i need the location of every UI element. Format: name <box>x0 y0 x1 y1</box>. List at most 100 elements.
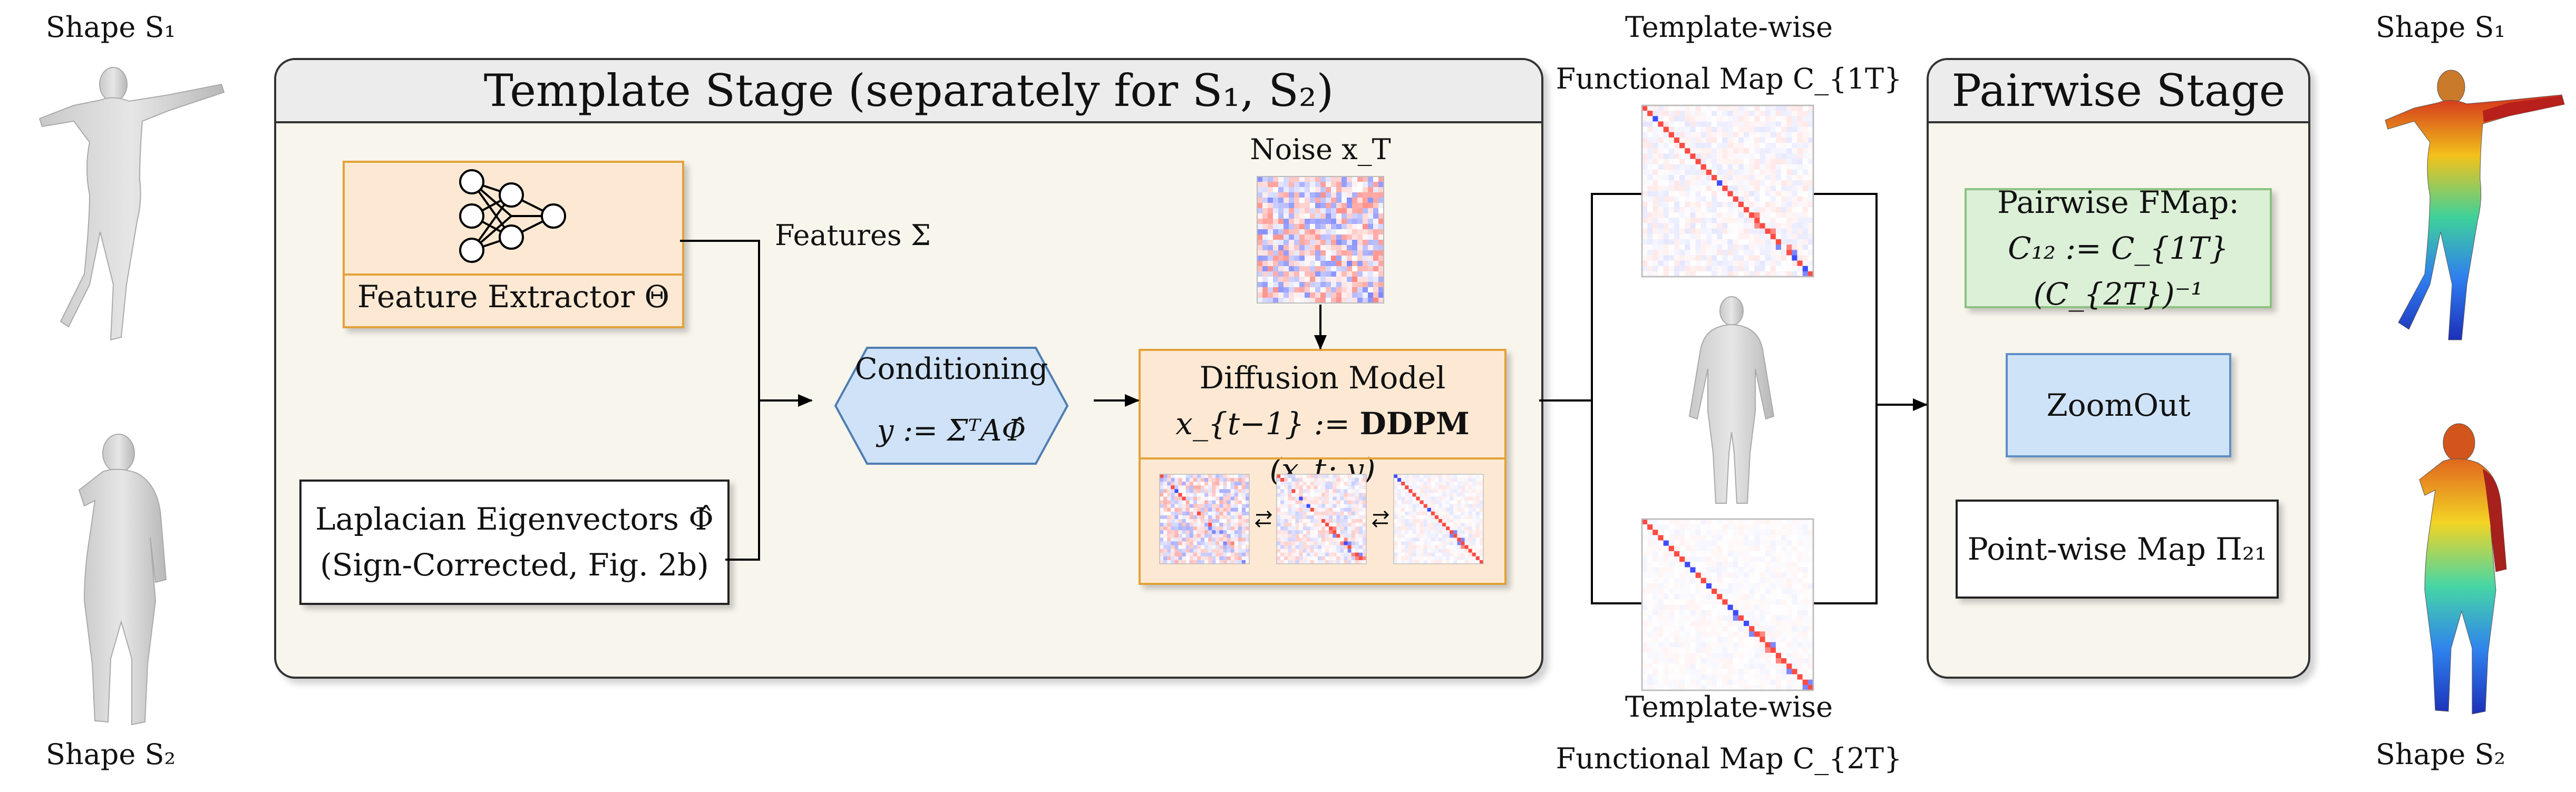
c2t-cell <box>1700 674 1707 680</box>
diffusion-step-2-cell <box>1321 556 1326 561</box>
diffusion-step-3-cell <box>1423 507 1427 512</box>
diffusion-step-1-cell <box>1208 507 1212 512</box>
c2t-cell <box>1738 674 1744 680</box>
c2t-cell <box>1685 551 1690 557</box>
c2t-cell <box>1663 545 1669 552</box>
diffusion-step-1-cell <box>1178 504 1182 508</box>
diffusion-step-3-cell <box>1442 511 1446 516</box>
c1t-cell <box>1647 233 1653 240</box>
noise-matrix-cell <box>1262 224 1268 230</box>
c2t-cell <box>1690 610 1696 616</box>
c2t-cell <box>1674 540 1680 546</box>
c1t-cell <box>1733 207 1739 213</box>
noise-matrix-cell <box>1352 219 1358 224</box>
noise-matrix-cell <box>1278 298 1284 304</box>
c2t-cell <box>1786 530 1792 535</box>
c2t-cell <box>1743 647 1749 653</box>
diffusion-step-3-cell <box>1408 515 1413 520</box>
c2t-cell <box>1722 551 1728 557</box>
c2t-cell <box>1674 642 1680 648</box>
c2t-cell <box>1786 572 1792 578</box>
c2t-cell <box>1749 631 1755 637</box>
diffusion-step-1-cell <box>1212 549 1216 553</box>
noise-matrix-cell <box>1310 177 1316 182</box>
noise-matrix-cell <box>1305 219 1310 224</box>
diffusion-step-2-cell <box>1299 560 1303 564</box>
c2t-cell <box>1695 679 1701 686</box>
c2t-cell <box>1765 578 1771 584</box>
diffusion-step-2-cell <box>1351 515 1355 520</box>
diffusion-step-1-cell <box>1223 485 1227 490</box>
noise-matrix-cell <box>1262 203 1268 209</box>
c2t-cell <box>1775 519 1782 525</box>
c1t-cell <box>1765 191 1771 197</box>
diffusion-step-2-cell <box>1306 515 1310 520</box>
c2t-cell <box>1712 530 1717 535</box>
c2t-cell <box>1770 685 1776 691</box>
c1t-cell <box>1781 266 1787 272</box>
c1t-cell <box>1674 218 1680 223</box>
c1t-cell <box>1792 191 1797 197</box>
c2t-cell <box>1765 562 1771 568</box>
diffusion-step-2-cell <box>1351 545 1355 549</box>
c2t-cell <box>1663 679 1669 686</box>
diffusion-step-3-cell <box>1434 515 1439 520</box>
diffusion-step-1-cell <box>1171 530 1175 534</box>
c2t-cell <box>1652 572 1658 578</box>
diffusion-step-3-cell <box>1416 489 1420 493</box>
c2t-cell <box>1717 524 1723 530</box>
c1t-cell <box>1658 228 1664 234</box>
c2t-cell <box>1712 551 1717 557</box>
diffusion-step-1-cell <box>1163 523 1168 527</box>
diffusion-step-1-cell <box>1219 482 1223 486</box>
diffusion-step-3-cell <box>1405 482 1409 486</box>
noise-matrix-cell <box>1289 256 1295 261</box>
diffusion-step-1-cell <box>1182 489 1186 493</box>
c1t-cell <box>1642 191 1648 197</box>
diffusion-step-1-cell <box>1178 556 1182 561</box>
diffusion-step-3-cell <box>1475 507 1480 512</box>
c2t-cell <box>1807 599 1814 605</box>
noise-matrix-cell <box>1357 282 1363 288</box>
noise-matrix-cell <box>1342 177 1347 182</box>
diffusion-step-1-cell <box>1200 489 1205 493</box>
diffusion-step-1-cell <box>1238 541 1242 545</box>
c1t-cell <box>1668 121 1675 127</box>
noise-matrix-cell <box>1315 187 1321 193</box>
diffusion-step-3-cell <box>1450 493 1454 497</box>
diffusion-step-3-cell <box>1472 534 1476 538</box>
noise-matrix-cell <box>1273 182 1279 188</box>
c2t-cell <box>1743 540 1749 546</box>
c1t-cell <box>1700 148 1707 154</box>
diffusion-step-3-cell <box>1450 552 1454 556</box>
c1t-cell <box>1674 148 1680 154</box>
c2t-cell <box>1663 658 1669 664</box>
c1t-cell <box>1663 223 1669 229</box>
c1t-cell <box>1642 137 1648 143</box>
c2t-cell <box>1807 530 1814 535</box>
c2t-cell <box>1642 562 1648 568</box>
diffusion-step-2-cell <box>1358 534 1363 538</box>
diffusion-step-2-cell <box>1336 530 1340 534</box>
c1t-cell <box>1802 255 1809 261</box>
c2t-cell <box>1792 519 1797 525</box>
c2t-cell <box>1674 589 1680 594</box>
noise-matrix-cell <box>1320 256 1326 261</box>
c2t-cell <box>1706 524 1712 530</box>
c2t-cell <box>1695 658 1701 664</box>
diffusion-step-3-cell <box>1434 478 1439 482</box>
c1t-cell <box>1695 233 1701 240</box>
c1t-cell <box>1695 239 1701 245</box>
diffusion-step-1-border <box>1159 474 1250 564</box>
diffusion-step-1-cell <box>1193 549 1197 553</box>
diffusion-step-1-cell <box>1197 560 1201 564</box>
c1t-cell <box>1685 266 1690 272</box>
c2t-cell <box>1749 535 1755 541</box>
shape-s1-label: Shape S₁ <box>45 11 176 44</box>
c2t-cell <box>1781 652 1787 659</box>
c1t-cell <box>1786 137 1792 143</box>
diffusion-step-2-cell <box>1288 504 1292 508</box>
diffusion-step-3-cell <box>1457 500 1461 504</box>
noise-matrix-cell <box>1284 250 1289 256</box>
diffusion-step-3-cell <box>1416 560 1420 564</box>
